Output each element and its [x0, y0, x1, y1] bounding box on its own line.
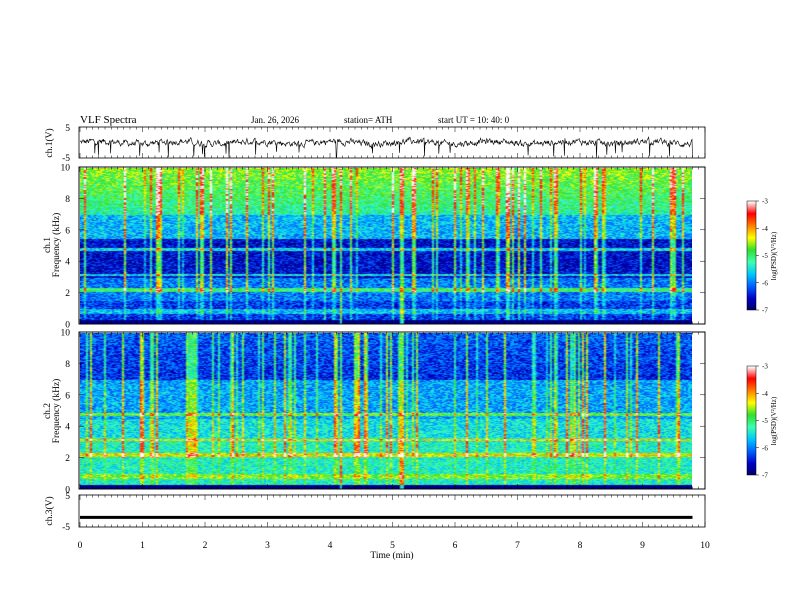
- ch3-frame: [78, 494, 706, 528]
- colorbar-tick-label: -6: [762, 444, 768, 452]
- ch3-ytick-top: 5: [65, 492, 70, 502]
- station-label: station= ATH: [344, 115, 393, 125]
- colorbar-tick-label: -5: [762, 417, 768, 425]
- ch2-colorbar-ticks: -3 -4 -5 -6 -7: [756, 363, 768, 480]
- colorbar-tick-label: -3: [762, 363, 768, 371]
- ch2-spectrogram-image: [80, 333, 692, 489]
- x-tick-label: 1: [140, 541, 145, 551]
- ch1-ytick-bottom: -5: [62, 154, 70, 164]
- ch1-frame: [78, 126, 706, 159]
- date-label: Jan. 26, 2026: [251, 115, 299, 125]
- y-tick-label: 6: [65, 226, 70, 236]
- x-tick-label: 4: [328, 541, 333, 551]
- colorbar-tick-label: -7: [762, 472, 768, 480]
- ch1-panel: 5 -5 ch.1(V): [44, 124, 706, 164]
- x-axis-label: Time (min): [370, 550, 413, 561]
- ch2-colorbar-gradient: [747, 366, 756, 475]
- y-tick-label: 8: [65, 360, 70, 370]
- ch1-ytick-top: 5: [65, 124, 70, 134]
- ch2-spectrogram-ylabel-channel: ch.2: [43, 403, 53, 419]
- ch3-ytick-bottom: -5: [62, 523, 70, 533]
- ch3-axis-ticks: [79, 495, 706, 527]
- x-tick-label: 6: [453, 541, 458, 551]
- y-tick-label: 2: [65, 454, 70, 464]
- ch3-ylabel: ch.3(V): [44, 496, 55, 525]
- ch2-colorbar: -3 -4 -5 -6 -7 log(PSD)(V²/Hz): [746, 363, 778, 480]
- ch1-spectrogram-panel: 0 2 4 6 8 10 ch.1 Frequency (kHz): [43, 164, 706, 331]
- x-tick-label: 10: [700, 541, 710, 551]
- ch1-spectrogram-ticks: 0 2 4 6 8 10: [61, 164, 706, 331]
- y-tick-label: 8: [65, 195, 70, 205]
- ch1-colorbar: -3 -4 -5 -6 -7 log(PSD)(V²/Hz): [746, 198, 778, 315]
- x-tick-label: 0: [78, 541, 83, 551]
- ch1-spectrogram-ylabel-frequency: Frequency (kHz): [51, 213, 62, 278]
- ch2-spectrogram-ylabel-frequency: Frequency (kHz): [51, 379, 62, 444]
- colorbar-tick-label: -7: [762, 307, 768, 315]
- ch1-colorbar-gradient: [747, 201, 756, 310]
- ch1-ylabel: ch.1(V): [44, 128, 55, 157]
- x-tick-label: 8: [578, 541, 583, 551]
- colorbar-tick-label: -4: [762, 225, 768, 233]
- ch2-spectrogram-ticks: 0 2 4 6 8 10: [61, 329, 706, 496]
- x-tick-label: 3: [265, 541, 270, 551]
- ch1-colorbar-label: log(PSD)(V²/Hz): [770, 231, 778, 280]
- ch3-panel: 5 -5 ch.3(V): [44, 492, 706, 533]
- y-tick-label: 10: [61, 329, 71, 339]
- ch1-spectrogram-image: [80, 168, 692, 324]
- figure-title: VLF Spectra: [80, 114, 137, 126]
- ch1-spectrogram-ylabel-channel: ch.1: [43, 237, 53, 253]
- y-tick-label: 4: [65, 423, 70, 433]
- ch1-colorbar-ticks: -3 -4 -5 -6 -7: [756, 198, 768, 315]
- x-tick-label: 2: [203, 541, 208, 551]
- ch2-spectrogram-panel: 0 2 4 6 8 10 ch.2 Frequency (kHz): [43, 329, 706, 496]
- colorbar-tick-label: -3: [762, 198, 768, 206]
- ch1-axis-ticks: [79, 127, 706, 158]
- x-tick-label: 7: [515, 541, 520, 551]
- x-axis-tick-labels: 0 1 2 3 4 5 6 7 8 9 10: [78, 541, 710, 551]
- ch1-trace: [79, 136, 693, 159]
- y-tick-label: 0: [65, 486, 70, 496]
- colorbar-tick-label: -6: [762, 279, 768, 287]
- y-tick-label: 10: [61, 164, 71, 174]
- y-tick-label: 2: [65, 289, 70, 299]
- y-tick-label: 6: [65, 391, 70, 401]
- x-tick-label: 5: [390, 541, 395, 551]
- y-tick-label: 4: [65, 258, 70, 268]
- ch2-colorbar-label: log(PSD)(V²/Hz): [770, 396, 778, 445]
- start-time-label: start UT = 10: 40: 0: [438, 115, 510, 125]
- x-tick-label: 9: [640, 541, 645, 551]
- colorbar-tick-label: -5: [762, 252, 768, 260]
- y-tick-label: 0: [65, 321, 70, 331]
- colorbar-tick-label: -4: [762, 390, 768, 398]
